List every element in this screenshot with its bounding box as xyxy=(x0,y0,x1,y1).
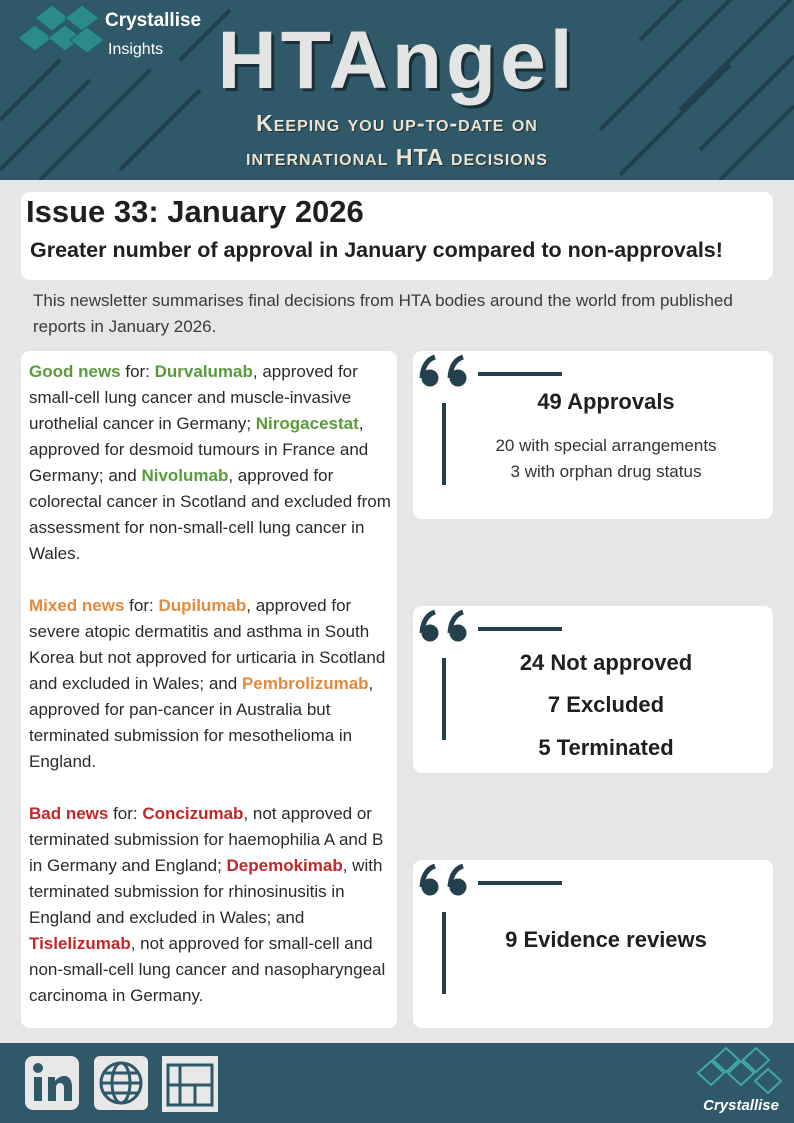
news-text: for: xyxy=(120,362,155,381)
stat-headline: 9 Evidence reviews xyxy=(505,927,707,952)
drug-name: Nirogacestat xyxy=(255,414,359,433)
stat-headline: 5 Terminated xyxy=(538,735,674,760)
news-text: , approved for severe atopic dermatitis … xyxy=(29,596,386,693)
news-paragraph: Bad news for: Concizumab, not approved o… xyxy=(29,801,395,1009)
news-text: , not approved or terminated submission … xyxy=(29,804,384,875)
issue-box xyxy=(21,192,773,280)
news-text: , approved for small-cell lung cancer an… xyxy=(29,362,358,433)
newsletter-title: HTAngel xyxy=(217,15,577,106)
stat-card xyxy=(413,606,773,773)
news-text: for: xyxy=(124,596,159,615)
brand-subtitle: Insights xyxy=(108,41,164,58)
drug-name: Dupilumab xyxy=(158,596,247,615)
news-text: , with terminated submission for rhinosi… xyxy=(29,856,383,927)
news-text: , approved for desmoid tumours in France… xyxy=(29,414,369,485)
drug-name: Tislelizumab xyxy=(29,934,131,953)
issue-title: Issue 33: January 2026 xyxy=(26,194,364,229)
footer xyxy=(0,1043,794,1123)
footer-icons xyxy=(25,1046,783,1112)
tagline: Keeping you up-to-date on xyxy=(256,110,538,136)
drug-name: Durvalumab xyxy=(154,362,253,381)
news-text: , approved for pan-cancer in Australia b… xyxy=(29,674,374,771)
stat-headline: 24 Not approved xyxy=(519,650,693,675)
drug-name: Pembrolizumab xyxy=(241,674,369,693)
news-label: Good news xyxy=(29,362,121,381)
stat-card xyxy=(413,351,773,519)
linkedin-icon[interactable] xyxy=(25,1056,79,1110)
header: Crystallise Insights HTAngel Keeping you… xyxy=(0,0,794,180)
website-icon[interactable] xyxy=(94,1056,148,1110)
stat-headline: 49 Approvals xyxy=(537,389,675,414)
drug-name: Depemokimab xyxy=(226,856,343,875)
drug-name: Concizumab xyxy=(142,804,244,823)
stat-detail: 3 with orphan drug status xyxy=(510,462,702,481)
footer-brand: Crystallise xyxy=(703,1097,779,1114)
tagline: international HTA decisions xyxy=(246,144,548,170)
issue-headline: Greater number of approval in January co… xyxy=(30,238,723,262)
quote-decorations xyxy=(419,354,562,994)
news-label: Mixed news xyxy=(29,596,125,615)
drug-name: Nivolumab xyxy=(141,466,229,485)
stat-card xyxy=(413,860,773,1028)
intro-text: This newsletter summarises final decisio… xyxy=(33,291,733,336)
news-text: , approved for colorectal cancer in Scot… xyxy=(29,466,391,563)
news-paragraph: Good news for: Durvalumab, approved for … xyxy=(29,359,395,567)
news-text: for: xyxy=(108,804,143,823)
dashboard-icon[interactable] xyxy=(162,1056,218,1112)
news-paragraph: Mixed news for: Dupilumab, approved for … xyxy=(29,593,395,775)
news-box xyxy=(21,351,397,1028)
stat-detail: 20 with special arrangements xyxy=(495,436,717,455)
news-label: Bad news xyxy=(29,804,109,823)
brand-name: Crystallise xyxy=(105,10,202,31)
news-text: , not approved for small-cell and non-sm… xyxy=(29,934,386,1005)
header-decoration xyxy=(0,0,794,180)
stat-headline: 7 Excluded xyxy=(547,692,665,717)
